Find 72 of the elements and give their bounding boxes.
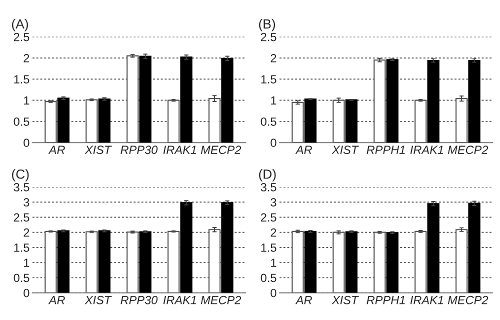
x-tick-label: IRAK1 — [163, 146, 196, 154]
y-tick-label: 1.5 — [14, 75, 30, 84]
bar — [304, 98, 317, 143]
y-tick-label: 2.5 — [260, 32, 276, 42]
y-tick-label: 1 — [271, 96, 276, 105]
bar — [386, 59, 398, 143]
y-tick-label: 0 — [270, 138, 276, 147]
bar — [345, 99, 358, 143]
y-tick-label: 1.5 — [261, 244, 276, 252]
y-tick-label: 3.5 — [14, 183, 30, 192]
y-tick-label: 3.5 — [260, 183, 276, 192]
y-tick-label: 1.5 — [261, 75, 276, 84]
bar — [345, 231, 358, 293]
bar — [57, 230, 70, 293]
y-tick-label: 3 — [24, 198, 30, 207]
x-tick-label: MECP2 — [200, 296, 242, 304]
x-tick-label: XIST — [84, 296, 112, 304]
y-tick-label: 1 — [24, 258, 30, 267]
x-tick-label: RPP30 — [120, 296, 158, 304]
chart-title: (A) — [12, 18, 28, 32]
x-tick-label: XIST — [332, 296, 359, 304]
y-tick-label: 0.5 — [14, 274, 30, 282]
bar — [139, 56, 152, 143]
x-tick-label: XIST — [332, 146, 359, 154]
y-tick-label: 2.5 — [260, 213, 276, 222]
bar — [180, 56, 192, 143]
y-tick-label: 1.5 — [14, 244, 30, 252]
bar — [427, 203, 440, 293]
y-tick-label: 0 — [24, 288, 30, 298]
x-tick-label: IRAK1 — [410, 146, 444, 154]
x-tick-label: MECP2 — [448, 296, 488, 304]
x-tick-label: AR — [295, 296, 312, 304]
bar — [386, 232, 398, 293]
bar — [427, 60, 440, 143]
y-tick-label: 2 — [270, 228, 276, 237]
bar — [180, 202, 192, 293]
x-tick-label: RPPH1 — [366, 296, 405, 304]
bar — [304, 230, 317, 293]
bar — [98, 230, 110, 293]
x-tick-label: XIST — [84, 146, 112, 154]
x-tick-label: AR — [48, 146, 65, 154]
bar — [57, 98, 70, 143]
bar — [98, 98, 110, 143]
y-tick-label: 2 — [24, 54, 30, 62]
y-tick-label: 2 — [24, 228, 30, 237]
y-tick-label: 2 — [270, 54, 276, 62]
x-tick-label: IRAK1 — [163, 296, 196, 304]
y-tick-label: 1 — [271, 258, 276, 267]
chart-title: (D) — [259, 169, 276, 182]
x-tick-label: IRAK1 — [410, 296, 444, 304]
bar — [468, 202, 480, 293]
y-tick-label: 0 — [24, 138, 30, 147]
y-tick-label: 0.5 — [14, 117, 30, 126]
y-tick-label: 2.5 — [14, 32, 30, 42]
y-tick-label: 0.5 — [260, 117, 276, 126]
bar — [221, 202, 234, 293]
bar — [468, 60, 480, 143]
x-tick-label: MECP2 — [448, 146, 488, 154]
bar — [139, 231, 152, 293]
x-tick-label: AR — [48, 296, 65, 304]
x-tick-label: AR — [295, 146, 312, 154]
bar — [221, 58, 234, 143]
chart-title: (B) — [259, 18, 276, 32]
y-tick-label: 0 — [270, 288, 276, 298]
y-tick-label: 2.5 — [14, 213, 30, 222]
y-tick-label: 3 — [270, 198, 276, 207]
x-tick-label: RPPH1 — [366, 146, 405, 154]
x-tick-label: RPP30 — [120, 146, 158, 154]
chart-title: (C) — [12, 169, 29, 182]
y-tick-label: 0.5 — [260, 274, 276, 282]
x-tick-label: MECP2 — [200, 146, 242, 154]
y-tick-label: 1 — [24, 96, 30, 105]
